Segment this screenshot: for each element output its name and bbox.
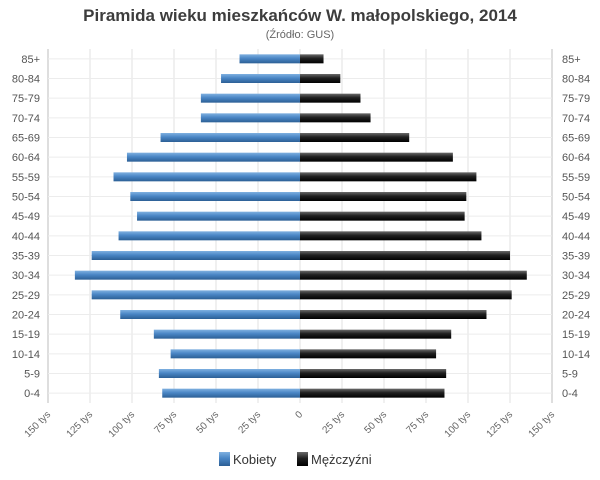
bar-kobiety[interactable]	[120, 310, 301, 319]
category-label-right: 40-44	[562, 231, 590, 243]
bar-kobiety[interactable]	[200, 113, 300, 123]
chart-subtitle: (Źródło: GUS)	[266, 28, 334, 41]
bar-kobiety[interactable]	[118, 231, 300, 241]
x-tick-label: 50 tys	[194, 409, 221, 436]
bar-kobiety[interactable]	[137, 211, 300, 221]
bar-mezczyzni[interactable]	[300, 93, 361, 103]
bar-kobiety[interactable]	[221, 74, 300, 83]
bar-mezczyzni[interactable]	[300, 251, 510, 260]
category-label-left: 80-84	[12, 74, 40, 86]
category-label-left: 20-24	[12, 310, 40, 322]
x-tick-label: 150 tys	[527, 409, 558, 440]
x-axis-ticks: 150 tys 125 tys 100 tys 75 tys 50 tys 25 tys 0…	[23, 409, 558, 440]
category-label-left: 85+	[21, 54, 40, 66]
bar-kobiety[interactable]	[162, 388, 300, 398]
category-label-left: 65-69	[12, 133, 40, 145]
bar-mezczyzni[interactable]	[300, 211, 465, 221]
x-tick-label: 75 tys	[404, 409, 431, 436]
x-tick-label: 75 tys	[152, 409, 179, 436]
category-label-right: 15-19	[562, 329, 590, 341]
bar-kobiety[interactable]	[200, 93, 300, 103]
bar-mezczyzni[interactable]	[300, 54, 324, 64]
category-label-right: 35-39	[562, 251, 590, 263]
category-label-right: 20-24	[562, 310, 590, 322]
category-label-right: 55-59	[562, 172, 590, 184]
category-label-right: 60-64	[562, 152, 590, 164]
bar-mezczyzni[interactable]	[300, 113, 371, 123]
category-label-left: 55-59	[12, 172, 40, 184]
category-label-left: 35-39	[12, 251, 40, 263]
x-tick-label: 150 tys	[23, 409, 54, 440]
category-label-right: 25-29	[562, 290, 590, 302]
category-label-left: 75-79	[12, 93, 40, 105]
legend-item-mezczyzni[interactable]: Mężczyźni	[297, 452, 372, 467]
x-tick-label: 0	[293, 409, 305, 421]
x-tick-label: 100 tys	[443, 409, 474, 440]
bar-kobiety[interactable]	[239, 54, 300, 64]
x-tick-label: 25 tys	[320, 409, 347, 436]
bar-kobiety[interactable]	[170, 349, 300, 359]
bar-mezczyzni[interactable]	[300, 192, 467, 201]
legend: Kobiety Mężczyźni	[219, 452, 372, 467]
bar-kobiety[interactable]	[113, 172, 301, 182]
category-label-left: 0-4	[24, 388, 40, 400]
bar-mezczyzni[interactable]	[300, 349, 437, 359]
category-label-left: 5-9	[24, 369, 40, 381]
category-label-right: 85+	[562, 54, 581, 66]
legend-swatch-mezczyzni	[297, 452, 308, 466]
category-label-left: 10-14	[12, 349, 40, 361]
x-tick-label: 50 tys	[362, 409, 389, 436]
bar-mezczyzni[interactable]	[300, 152, 453, 162]
bars	[74, 54, 527, 398]
legend-swatch-kobiety	[219, 452, 230, 466]
bar-kobiety[interactable]	[91, 290, 301, 300]
category-label-right: 30-34	[562, 270, 590, 282]
category-label-right: 0-4	[562, 388, 578, 400]
category-labels: 85+ 85+ 80-84 80-84 75-79 75-79 70-74 70-74 65-6…	[12, 54, 590, 400]
category-label-left: 70-74	[12, 113, 40, 125]
bar-kobiety[interactable]	[130, 192, 300, 201]
category-label-right: 5-9	[562, 369, 578, 381]
category-label-right: 45-49	[562, 211, 590, 223]
legend-label-kobiety: Kobiety	[233, 452, 277, 467]
bar-mezczyzni[interactable]	[300, 270, 527, 280]
category-label-left: 60-64	[12, 152, 40, 164]
x-tick-label: 100 tys	[107, 409, 138, 440]
bar-mezczyzni[interactable]	[300, 310, 487, 319]
category-label-right: 65-69	[562, 133, 590, 145]
bar-kobiety[interactable]	[160, 133, 300, 142]
x-tick-label: 25 tys	[236, 409, 263, 436]
category-label-right: 50-54	[562, 192, 590, 204]
category-label-right: 70-74	[562, 113, 590, 125]
legend-label-mezczyzni: Mężczyźni	[311, 452, 372, 467]
category-label-left: 25-29	[12, 290, 40, 302]
bar-kobiety[interactable]	[91, 251, 301, 260]
bar-kobiety[interactable]	[153, 329, 300, 339]
category-label-right: 80-84	[562, 74, 590, 86]
category-label-left: 50-54	[12, 192, 40, 204]
bar-kobiety[interactable]	[126, 152, 301, 162]
chart-title: Piramida wieku mieszkańców W. małopolski…	[83, 6, 517, 25]
category-label-left: 40-44	[12, 231, 40, 243]
category-label-left: 15-19	[12, 329, 40, 341]
bar-mezczyzni[interactable]	[300, 74, 341, 83]
bar-mezczyzni[interactable]	[300, 231, 482, 241]
bar-kobiety[interactable]	[158, 369, 300, 378]
bar-mezczyzni[interactable]	[300, 329, 452, 339]
x-tick-label: 125 tys	[65, 409, 96, 440]
x-tick-label: 125 tys	[485, 409, 516, 440]
bar-mezczyzni[interactable]	[300, 172, 477, 182]
category-label-left: 45-49	[12, 211, 40, 223]
bar-mezczyzni[interactable]	[300, 133, 410, 142]
category-label-right: 75-79	[562, 93, 590, 105]
category-label-right: 10-14	[562, 349, 590, 361]
legend-item-kobiety[interactable]: Kobiety	[219, 452, 277, 467]
bar-mezczyzni[interactable]	[300, 290, 512, 300]
category-label-left: 30-34	[12, 270, 40, 282]
bar-mezczyzni[interactable]	[300, 388, 445, 398]
bar-kobiety[interactable]	[74, 270, 300, 280]
bar-mezczyzni[interactable]	[300, 369, 447, 378]
